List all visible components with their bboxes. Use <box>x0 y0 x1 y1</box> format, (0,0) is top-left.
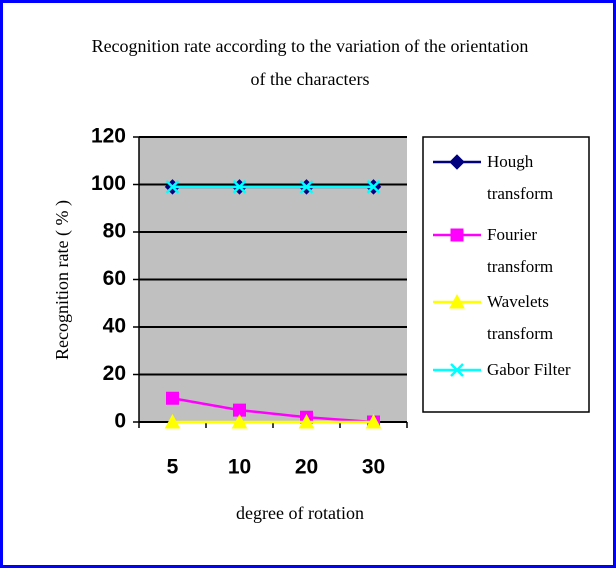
y-tick-label: 40 <box>103 315 126 338</box>
data-point <box>298 413 315 429</box>
legend-label: Gabor Filter <box>487 360 571 379</box>
x-tick-label: 10 <box>228 456 251 479</box>
x-tick-label: 20 <box>295 456 318 479</box>
y-tick-label: 120 <box>91 125 126 148</box>
series-line <box>172 397 374 424</box>
y-tick-label: 80 <box>103 220 126 243</box>
legend-label: Wavelets transform <box>487 292 554 343</box>
y-axis-label: Recognition rate ( % ) <box>52 200 73 360</box>
data-point <box>164 413 181 429</box>
data-point <box>365 413 382 429</box>
data-point <box>166 391 179 405</box>
data-point <box>232 179 247 194</box>
legend-label: Fourier transform <box>487 225 554 276</box>
legend-box <box>422 136 590 413</box>
y-tick-label: 20 <box>103 362 126 385</box>
chart-title: Recognition rate according to the variat… <box>91 36 529 89</box>
legend-marker <box>449 293 465 309</box>
x-tick-label: 30 <box>362 456 385 479</box>
y-tick-label: 0 <box>114 410 126 433</box>
y-tick-label: 60 <box>103 267 126 290</box>
y-tick-label: 100 <box>91 172 126 195</box>
data-point <box>165 179 180 194</box>
data-point <box>366 179 381 194</box>
x-tick-label: 5 <box>167 456 179 479</box>
data-point <box>299 179 314 194</box>
legend-label: Hough transform <box>487 152 554 203</box>
legend-marker <box>450 363 464 377</box>
legend-marker <box>449 154 465 170</box>
legend-marker <box>450 228 464 242</box>
x-axis-label: degree of rotation <box>236 503 364 523</box>
data-point <box>231 413 248 429</box>
